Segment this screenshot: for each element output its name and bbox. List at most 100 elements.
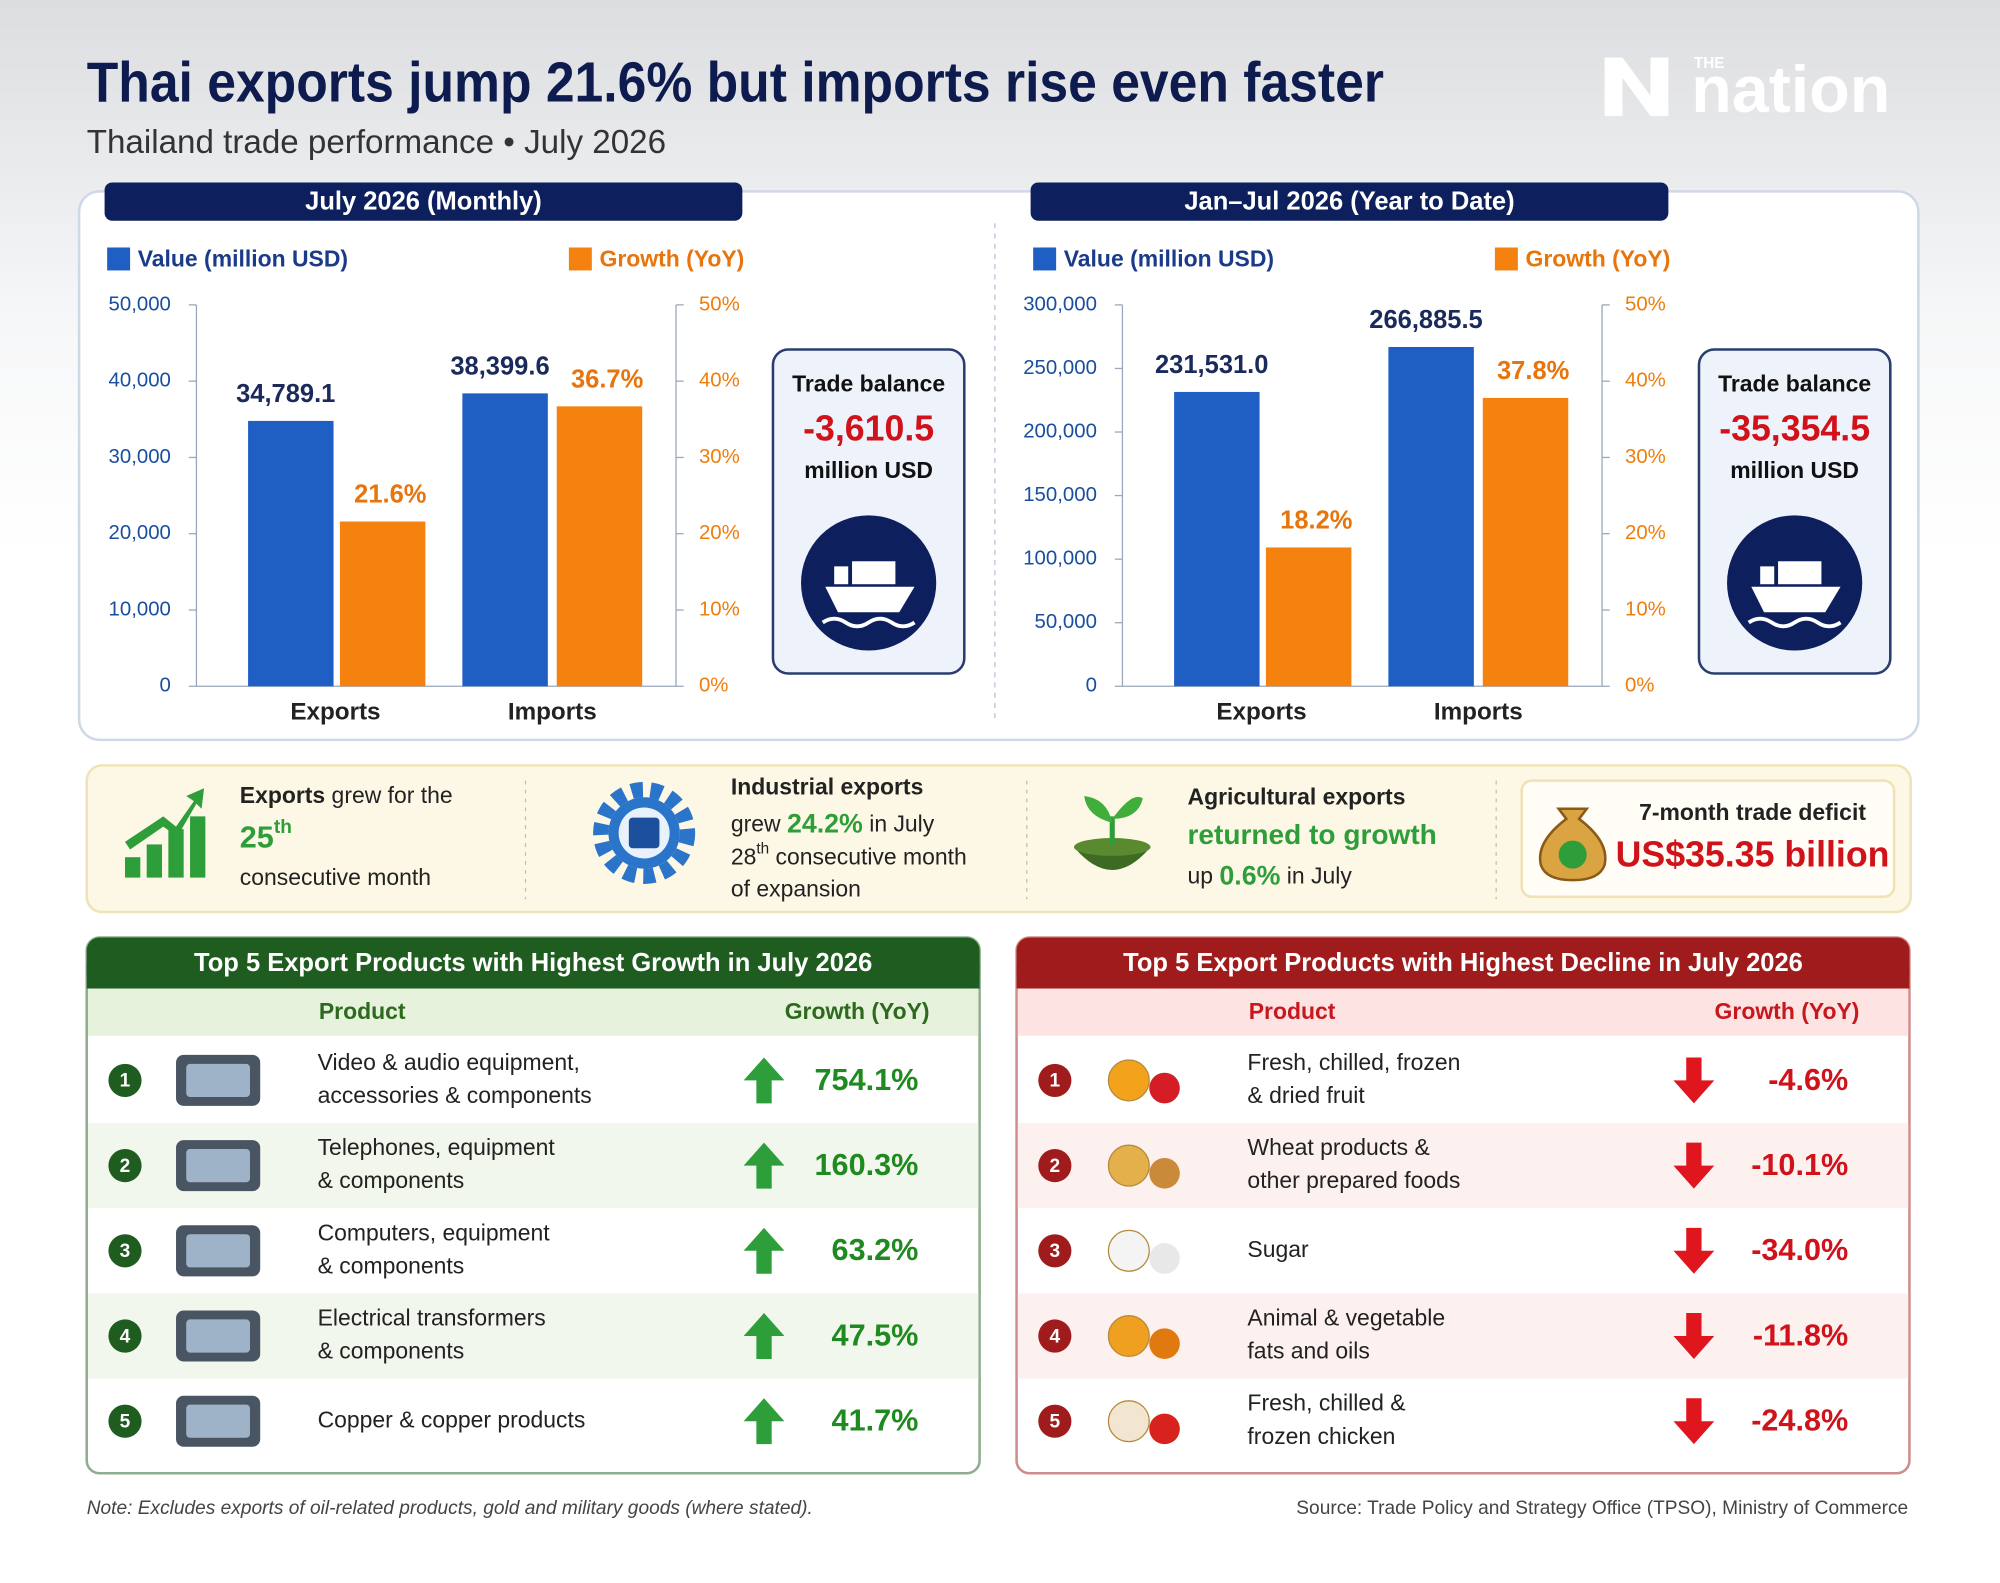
highlight-headline: US$35.35 billion — [1616, 835, 1890, 875]
product-name: frozen chicken — [1247, 1423, 1395, 1449]
bar-label: 266,885.5 — [1369, 306, 1482, 334]
growth-value: 41.7% — [832, 1404, 919, 1438]
rank: 1 — [1050, 1071, 1061, 1092]
icon-bar — [168, 829, 184, 878]
highlight-rate: 24.2% — [787, 808, 863, 838]
highlight-text: grew for the — [325, 782, 453, 808]
chart-title-bar — [1030, 182, 1669, 221]
legend-swatch — [1033, 247, 1057, 271]
y2-tick-label: 40% — [699, 370, 740, 392]
table-subheader — [1017, 988, 1909, 1036]
x-tick-label: Imports — [1434, 698, 1523, 725]
legend-label: Value (million USD) — [1064, 245, 1274, 271]
plant-icon — [1073, 795, 1151, 870]
chart-title-bar — [104, 182, 743, 221]
bar-label: 18.2% — [1280, 507, 1352, 535]
rank-badge — [1038, 1319, 1072, 1353]
highlight-lead: Agricultural exports — [1188, 784, 1406, 810]
y2-tick-label: 30% — [699, 446, 740, 468]
table-title: Top 5 Export Products with Highest Decli… — [1123, 949, 1803, 977]
bar-label: 34,789.1 — [236, 380, 335, 408]
rank: 2 — [1050, 1156, 1061, 1177]
page-title: Thai exports jump 21.6% but imports rise… — [87, 51, 1384, 114]
highlight-lead: Exports — [240, 782, 325, 808]
rank-badge — [108, 1234, 142, 1268]
rank: 3 — [1050, 1241, 1061, 1262]
growth-icon — [125, 788, 206, 878]
product-icon — [1107, 1059, 1150, 1102]
chart-title: Jan–Jul 2026 (Year to Date) — [1184, 188, 1514, 216]
trade-balance-unit: million USD — [1730, 457, 1859, 483]
product-icon — [186, 1404, 250, 1438]
up-arrow — [743, 1142, 785, 1189]
highlight-text: in July — [1280, 863, 1352, 889]
product-name: fats and oils — [1247, 1338, 1369, 1364]
rank: 4 — [1050, 1326, 1061, 1347]
product-name: Computers, equipment — [318, 1219, 551, 1245]
logo-text: nation — [1691, 53, 1890, 127]
x-tick-label: Exports — [290, 698, 380, 725]
ship-hull — [1751, 586, 1841, 613]
highlight-text: in July — [863, 810, 935, 836]
gear-icon — [593, 781, 696, 884]
y-tick-label: 250,000 — [1023, 357, 1097, 379]
table-header — [1016, 963, 1910, 989]
product-icon — [1149, 1328, 1180, 1359]
rank-badge — [1038, 1063, 1072, 1097]
y2-tick-label: 50% — [699, 293, 740, 315]
product-name: Wheat products & — [1247, 1134, 1429, 1160]
highlight-text: Exports grew for the — [240, 782, 453, 808]
column-header: Product — [319, 998, 406, 1024]
chart: July 2026 (Monthly) Value (million USD) Gr… — [104, 182, 966, 725]
growth-value: -11.8% — [1753, 1318, 1848, 1352]
leaf — [1112, 796, 1143, 819]
product-name: & components — [318, 1338, 465, 1364]
product-name: & components — [318, 1167, 465, 1193]
bar — [248, 420, 334, 687]
y-tick-label: 200,000 — [1023, 420, 1097, 442]
rank-badge — [1038, 1404, 1072, 1438]
footer-source: Source: Trade Policy and Strategy Office… — [1296, 1498, 1908, 1519]
highlight-text: up 0.6% in July — [1188, 861, 1353, 891]
legend-label: Value (million USD) — [138, 245, 348, 271]
y-tick-label: 40,000 — [109, 370, 171, 392]
rank-badge — [108, 1404, 142, 1438]
product-icon — [1149, 1413, 1180, 1445]
down-arrow — [1673, 1142, 1715, 1189]
chart-title: July 2026 (Monthly) — [305, 188, 542, 216]
coin — [1558, 840, 1587, 869]
product-icon — [1149, 1243, 1180, 1274]
highlight-headline: returned to growth — [1188, 819, 1437, 850]
bar-label: 231,531.0 — [1155, 351, 1268, 379]
product-icon — [1107, 1314, 1150, 1358]
rank: 5 — [120, 1412, 131, 1433]
product-name: Animal & vegetable — [1247, 1304, 1445, 1330]
rank-badge — [108, 1319, 142, 1353]
page-subtitle: Thailand trade performance • July 2026 — [87, 124, 666, 161]
bar — [462, 393, 548, 687]
rank-badge — [108, 1149, 142, 1183]
rank: 5 — [1050, 1412, 1061, 1433]
bar-label: 21.6% — [354, 481, 426, 509]
y-tick-label: 50,000 — [109, 293, 171, 315]
y-tick-label: 100,000 — [1023, 548, 1097, 570]
ship-bridge — [1760, 566, 1775, 585]
column-header: Growth (YoY) — [1715, 998, 1860, 1024]
highlight-rate: 0.6% — [1219, 861, 1280, 891]
rank-badge — [1038, 1234, 1072, 1268]
y-tick-label: 30,000 — [109, 446, 171, 468]
product-name: Fresh, chilled, frozen — [1247, 1049, 1460, 1075]
product-name: Copper & copper products — [318, 1406, 586, 1432]
money-bag-icon — [1538, 807, 1607, 882]
bar-label: 38,399.6 — [450, 353, 549, 381]
trade-balance-value: -35,354.5 — [1719, 409, 1870, 449]
up-arrow — [743, 1398, 785, 1445]
deficit-box — [1520, 779, 1896, 899]
y2-tick-label: 50% — [1625, 293, 1666, 315]
up-arrow — [743, 1227, 785, 1274]
growth-value: -4.6% — [1768, 1063, 1848, 1097]
product-name: & dried fruit — [1247, 1082, 1365, 1108]
